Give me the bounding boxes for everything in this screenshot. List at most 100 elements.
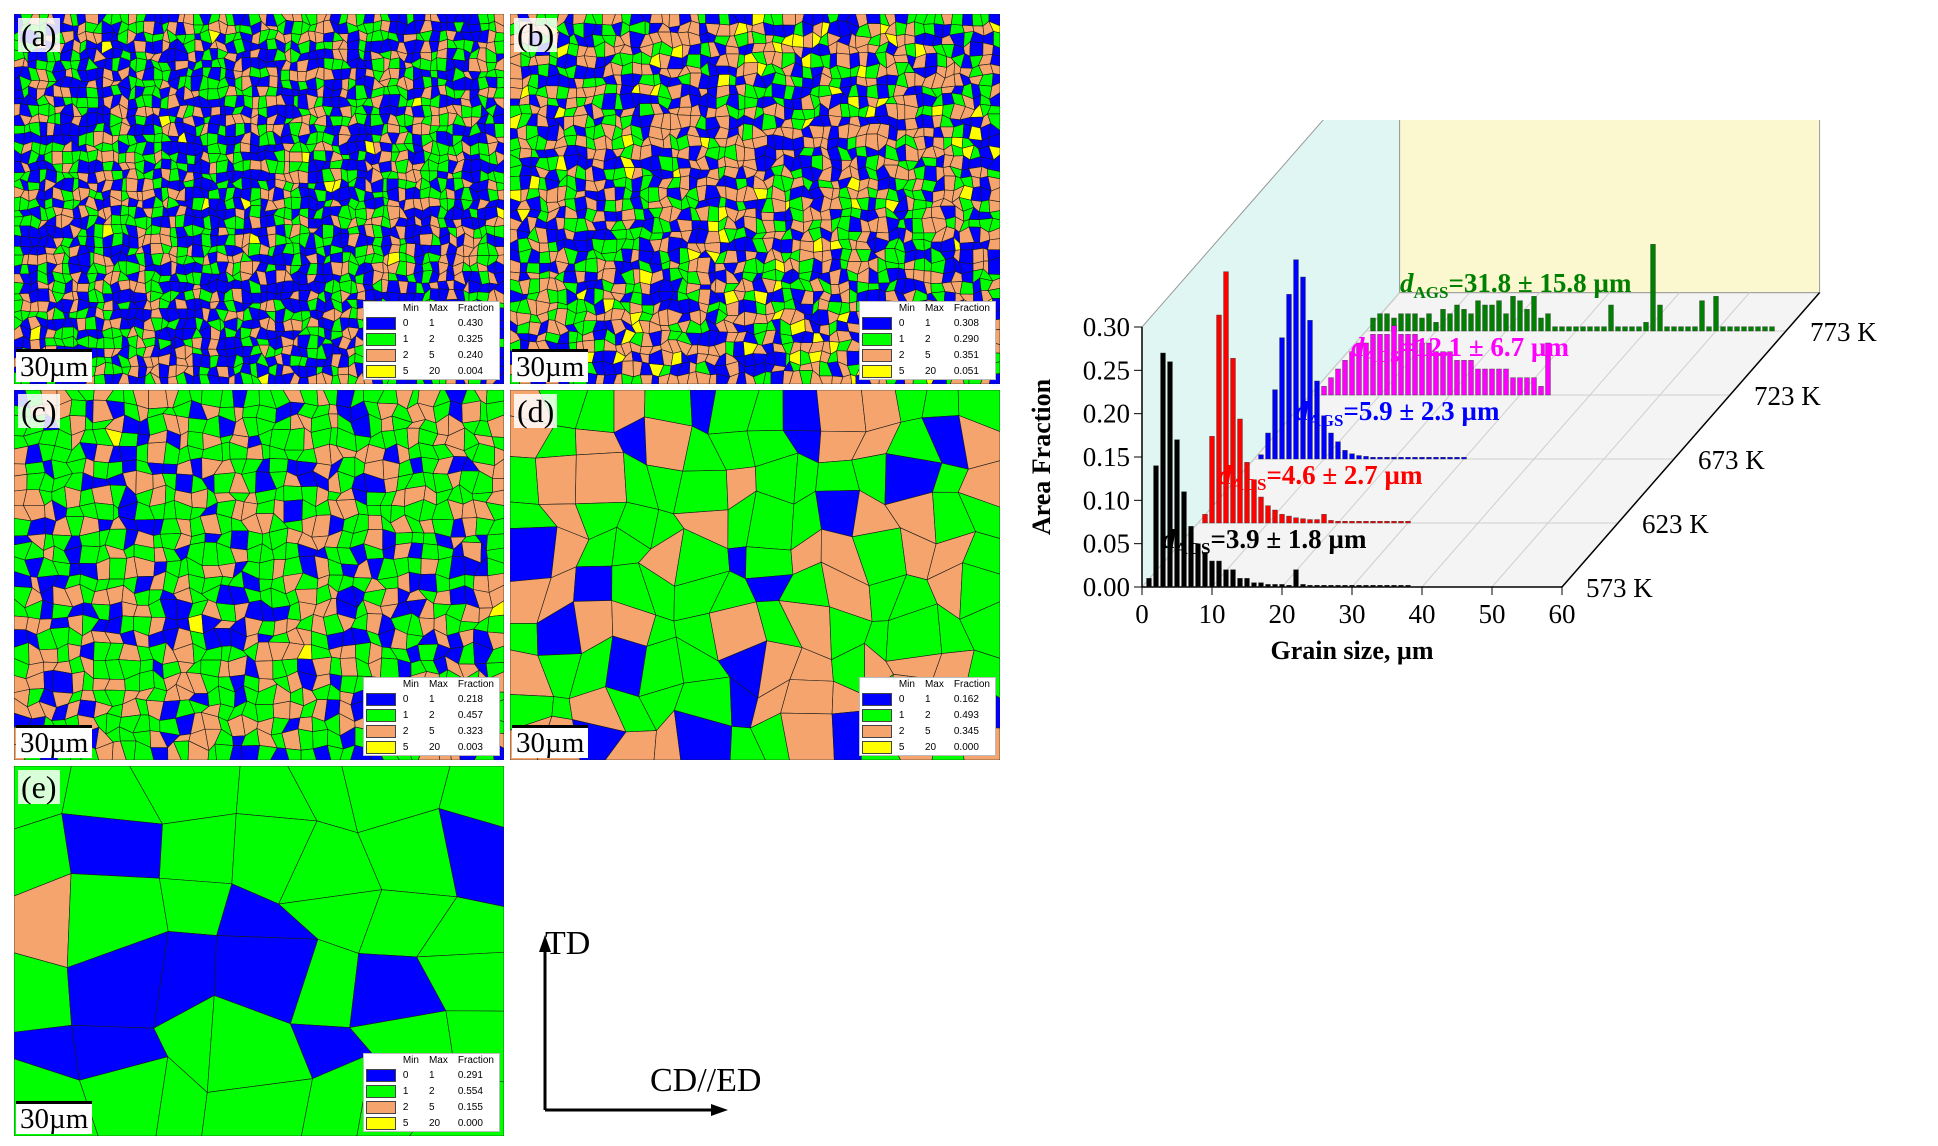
legend-cell: 0.051: [953, 365, 979, 377]
legend-row: 0 1 0.430: [364, 315, 499, 331]
grain: [93, 236, 104, 249]
grain: [545, 85, 559, 100]
grain: [744, 371, 757, 384]
grain: [959, 241, 975, 251]
grain: [773, 211, 787, 222]
grain: [323, 31, 335, 43]
grain: [497, 189, 504, 201]
grain: [413, 14, 426, 22]
grain: [601, 92, 617, 110]
grain: [290, 196, 302, 210]
legend-header: Fraction: [457, 303, 494, 314]
grain: [430, 114, 441, 127]
grain: [225, 136, 236, 146]
grain: [493, 280, 504, 295]
grain: [419, 233, 434, 246]
legend-cell: 0.240: [457, 349, 483, 361]
grain: [876, 84, 890, 100]
grain: [420, 543, 440, 561]
grain: [603, 186, 616, 201]
grain: [321, 371, 334, 384]
grain: [485, 400, 504, 422]
legend-cell: 1: [402, 333, 409, 345]
grain: [959, 281, 974, 295]
grain: [708, 373, 717, 384]
grain: [707, 220, 720, 232]
grain: [268, 75, 279, 89]
grain: [831, 375, 844, 384]
grain: [763, 371, 772, 384]
grain: [14, 463, 28, 477]
grain: [250, 292, 262, 304]
grain: [495, 141, 504, 156]
legend-cell: 1: [428, 317, 435, 329]
grain: [603, 211, 617, 222]
grain: [621, 373, 634, 384]
grain: [735, 372, 747, 384]
grain: [595, 374, 605, 384]
grain: [603, 199, 617, 213]
panel-label-b: (b): [514, 18, 558, 52]
grain: [989, 53, 1000, 67]
grain: [802, 77, 813, 89]
grain: [397, 186, 406, 203]
grain: [991, 73, 1000, 87]
grain: [94, 373, 106, 384]
legend-cell: 1: [898, 333, 905, 345]
grain: [118, 152, 127, 164]
grain: [93, 223, 104, 239]
grain: [274, 264, 287, 271]
grain: [539, 242, 550, 253]
grain: [493, 87, 504, 99]
legend-header: Min: [898, 303, 915, 314]
grain: [961, 14, 974, 27]
grain: [436, 57, 448, 72]
grain: [167, 364, 177, 378]
scale-bar-a: 30µm: [16, 349, 93, 382]
grain: [149, 371, 162, 384]
grain: [818, 375, 833, 384]
grain: [488, 600, 504, 617]
grain: [168, 215, 176, 229]
grain: [186, 154, 196, 165]
grain: [534, 54, 551, 66]
legend-cell: 0: [402, 317, 409, 329]
grain: [651, 374, 659, 384]
grain: [117, 372, 130, 384]
grain: [799, 370, 813, 384]
legend-cell: 5: [402, 365, 409, 377]
grain: [850, 374, 857, 384]
grain: [283, 499, 303, 524]
grain: [989, 82, 1000, 100]
grain: [924, 52, 938, 68]
grain: [988, 20, 1000, 34]
grain: [120, 204, 130, 216]
grain: [292, 14, 303, 22]
grain: [267, 372, 277, 384]
grain: [266, 225, 277, 236]
grain: [493, 215, 504, 228]
grain: [987, 176, 1000, 192]
grain: [987, 154, 1000, 172]
grain: [146, 441, 167, 465]
legend-swatch: [861, 348, 892, 362]
grain: [989, 63, 1000, 75]
grain: [39, 121, 48, 138]
grain: [198, 374, 211, 384]
grain: [695, 371, 711, 384]
grain: [677, 106, 693, 116]
grain: [988, 187, 1000, 203]
grain: [923, 127, 935, 138]
grain: [494, 68, 504, 79]
grain: [316, 263, 324, 276]
grain: [367, 514, 384, 530]
grain: [125, 177, 139, 192]
grain: [315, 48, 326, 60]
grain: [630, 374, 643, 384]
grain: [14, 473, 28, 492]
legend-cell: 2: [402, 349, 409, 361]
grain: [76, 317, 87, 332]
grain: [258, 558, 275, 580]
grain: [424, 14, 432, 22]
grain: [101, 150, 115, 163]
